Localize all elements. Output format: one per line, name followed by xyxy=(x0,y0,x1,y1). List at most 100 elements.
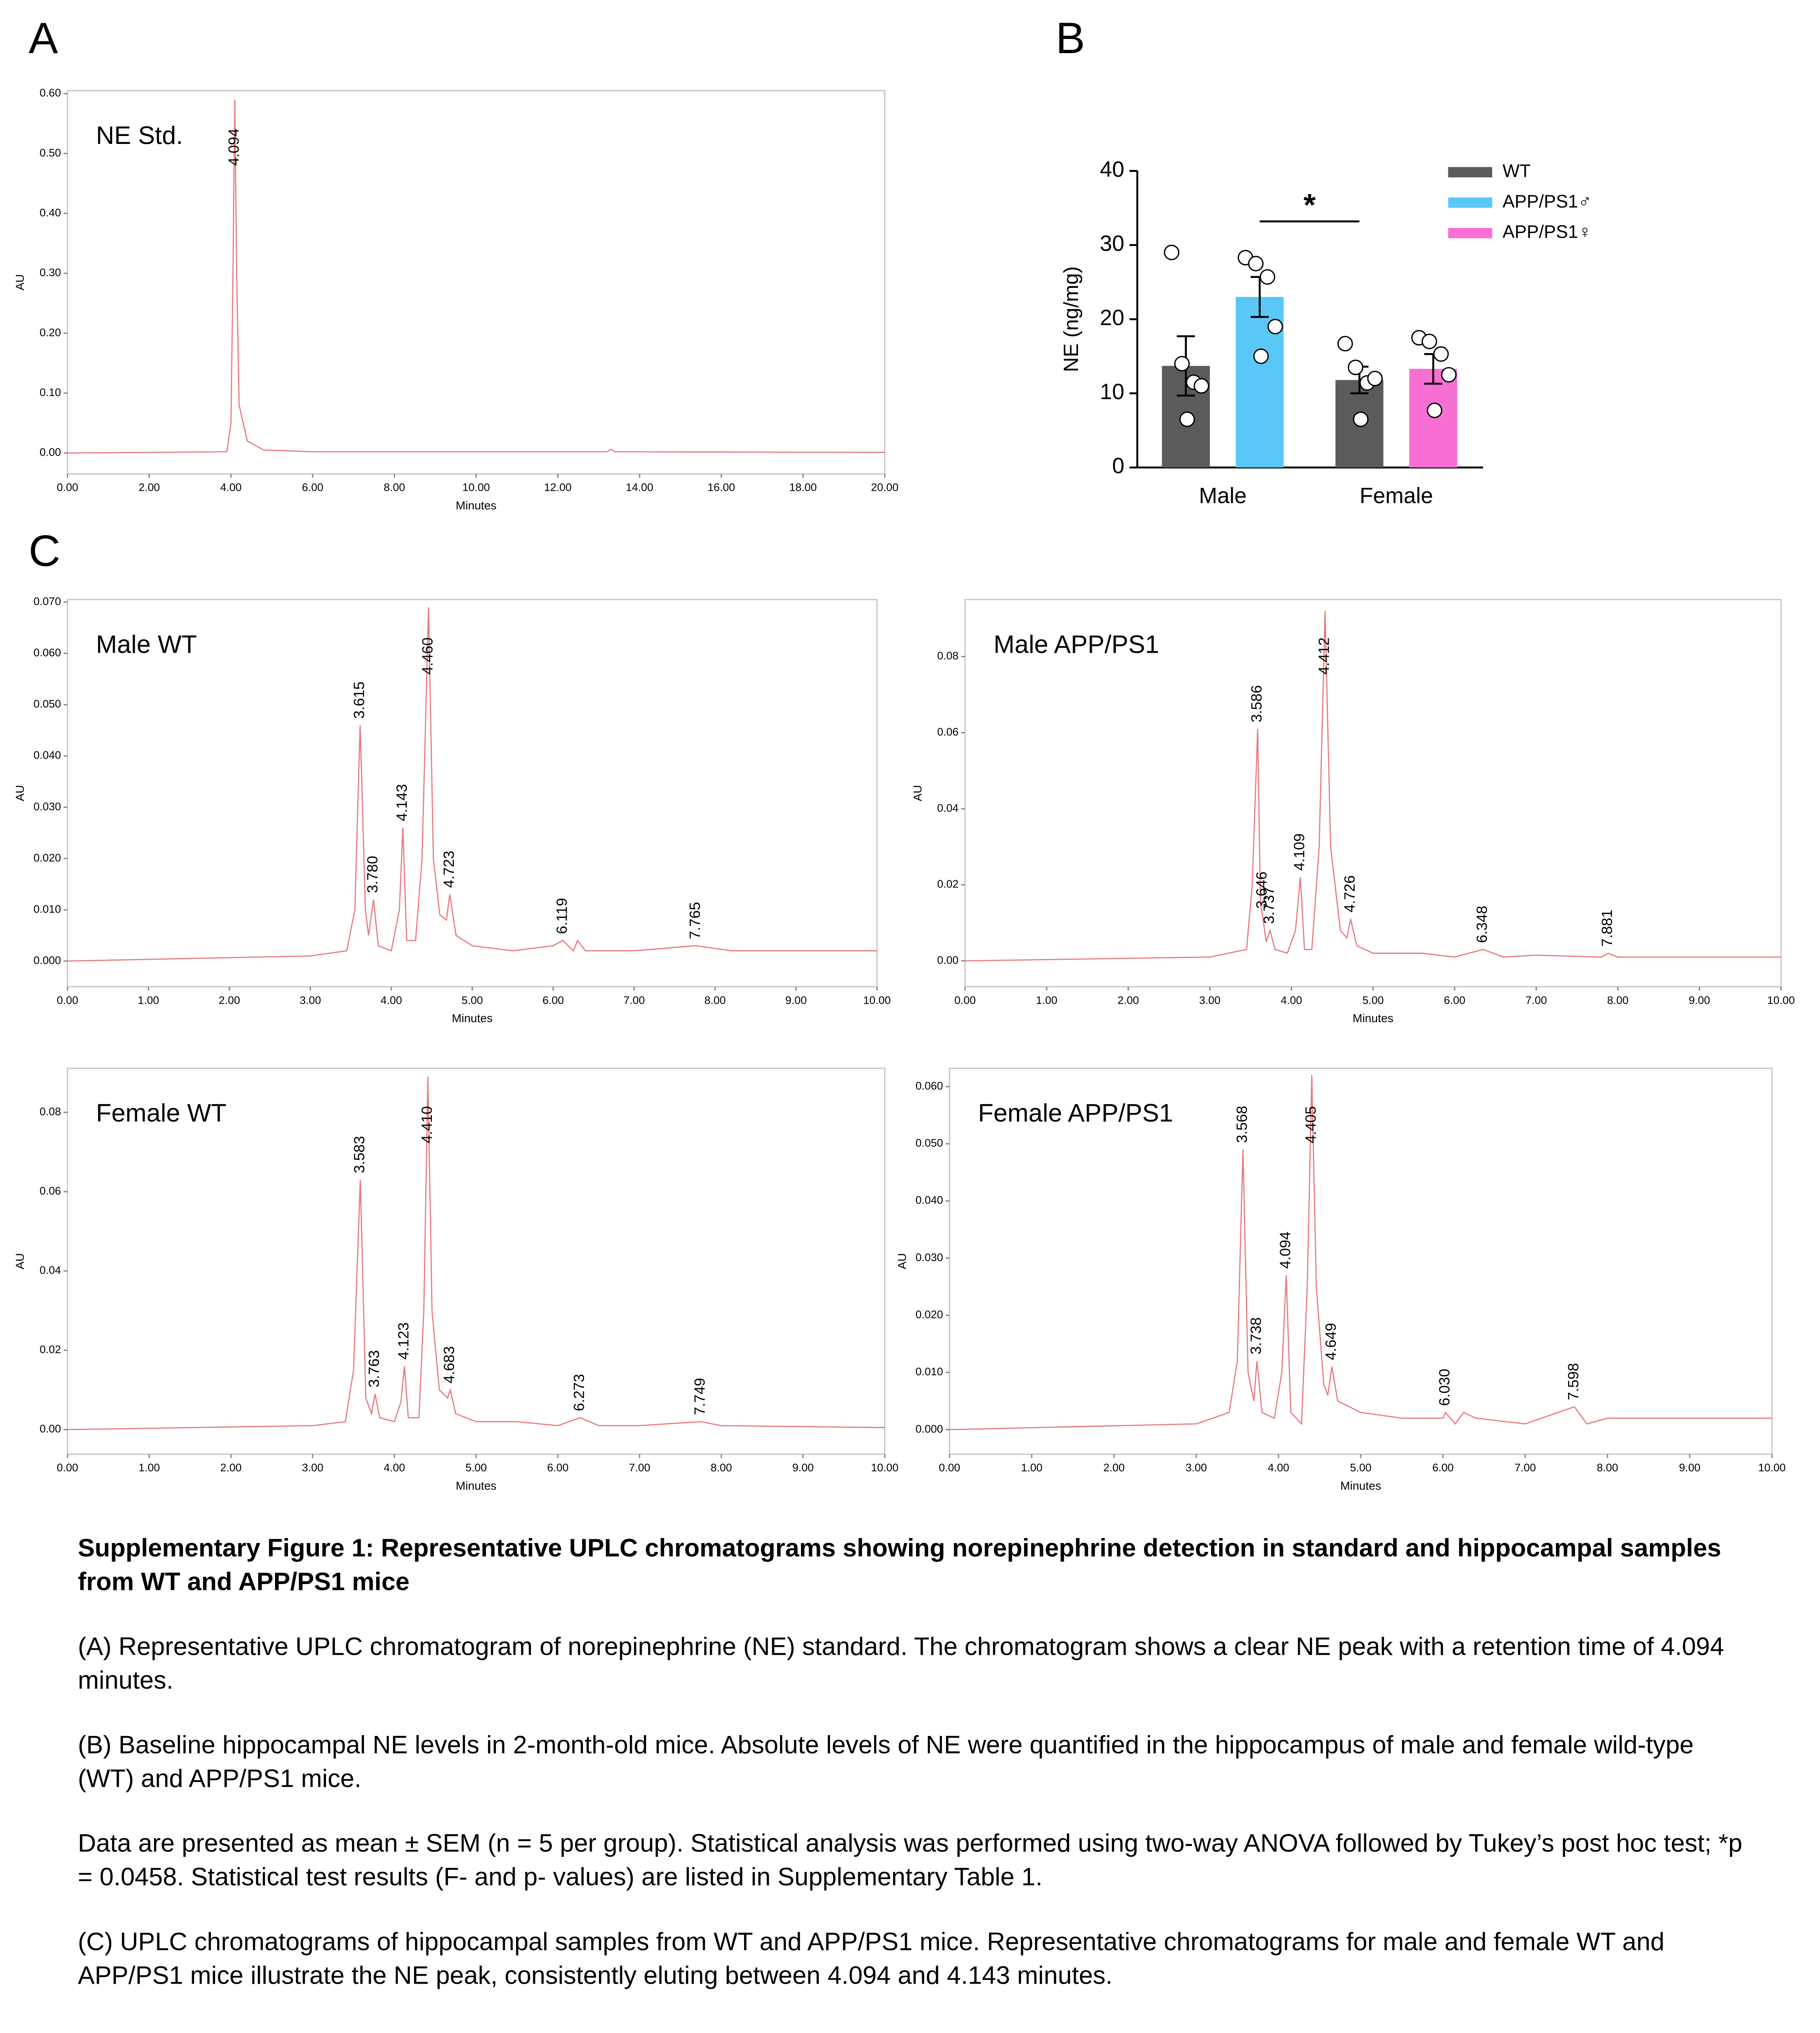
y-tick-label: 20 xyxy=(1100,305,1124,330)
x-tick-label: 2.00 xyxy=(139,481,160,494)
y-tick-label: 0.20 xyxy=(40,326,61,338)
peak-label: 3.583 xyxy=(351,1136,367,1173)
legend-label: APP/PS1♀ xyxy=(1502,222,1592,242)
data-point xyxy=(1164,244,1180,260)
trace xyxy=(67,1077,885,1431)
data-point xyxy=(1267,319,1283,335)
y-tick-label: 0.08 xyxy=(40,1105,61,1118)
peak-label: 7.765 xyxy=(687,902,703,939)
peak-label: 4.405 xyxy=(1302,1106,1319,1143)
x-tick-label: 4.00 xyxy=(1268,1461,1289,1474)
y-tick-label: 0.60 xyxy=(40,87,61,99)
y-tick-label: 0.06 xyxy=(937,726,958,738)
peak-label: 6.030 xyxy=(1436,1369,1453,1406)
y-tick-label: 0.02 xyxy=(937,878,958,890)
y-tick-label: 0.020 xyxy=(916,1308,943,1321)
y-tick-label: 0.030 xyxy=(33,800,61,813)
x-tick-label: 1.00 xyxy=(1021,1461,1042,1474)
data-point xyxy=(1260,269,1276,285)
peak-label: 6.273 xyxy=(571,1374,588,1411)
x-tick-label: 0.00 xyxy=(939,1461,960,1474)
y-tick-label: 0.050 xyxy=(916,1137,943,1149)
legend-label: APP/PS1♂ xyxy=(1502,192,1592,212)
x-tick-label: 10.00 xyxy=(1767,994,1795,1006)
peak-label: 3.738 xyxy=(1248,1317,1264,1354)
panel-label: A xyxy=(28,14,58,63)
x-tick-label: 6.00 xyxy=(302,481,323,494)
trace xyxy=(949,1075,1772,1431)
x-tick-label: 8.00 xyxy=(1607,994,1628,1006)
x-tick-label: 1.00 xyxy=(138,994,159,1006)
peak-label: 6.348 xyxy=(1473,906,1490,943)
peak-label: 4.094 xyxy=(225,128,242,166)
y-tick-label: 0.04 xyxy=(937,802,958,814)
x-tick-label: 9.00 xyxy=(1689,994,1710,1006)
y-axis-label: AU xyxy=(13,1253,26,1269)
y-tick-label: 0.10 xyxy=(40,386,61,398)
chart-title: Female APP/PS1 xyxy=(978,1099,1173,1127)
chart-title: Male APP/PS1 xyxy=(993,630,1159,658)
y-tick-label: 0.02 xyxy=(40,1343,61,1356)
y-axis-label: AU xyxy=(896,1253,909,1269)
legend-swatch xyxy=(1448,228,1492,238)
x-tick-label: 2.00 xyxy=(219,994,240,1006)
peak-label: 4.109 xyxy=(1291,833,1308,871)
x-tick-label: 5.00 xyxy=(1350,1461,1371,1474)
x-axis-label: Minutes xyxy=(1340,1479,1381,1492)
x-tick-label: Female xyxy=(1360,483,1433,508)
x-axis-label: Minutes xyxy=(456,1479,497,1492)
y-tick-label: 0.40 xyxy=(40,206,61,219)
data-point xyxy=(1441,367,1457,383)
x-tick-label: 7.00 xyxy=(1525,994,1547,1006)
data-point xyxy=(1194,378,1209,394)
x-tick-label: 6.00 xyxy=(547,1461,568,1474)
peak-label: 3.646 xyxy=(1253,872,1270,909)
caption-paragraph: (B) Baseline hippocampal NE levels in 2-… xyxy=(78,1731,1694,1794)
x-tick-label: 16.00 xyxy=(708,481,735,494)
x-tick-label: 4.00 xyxy=(1281,994,1302,1006)
peak-label: 7.881 xyxy=(1599,910,1615,947)
x-tick-label: 2.00 xyxy=(1117,994,1139,1006)
x-tick-label: 8.00 xyxy=(711,1461,732,1474)
x-tick-label: 9.00 xyxy=(786,994,807,1006)
x-tick-label: 0.00 xyxy=(57,994,78,1006)
caption-paragraph: (A) Representative UPLC chromatogram of … xyxy=(78,1633,1724,1695)
y-tick-label: 0.040 xyxy=(33,749,61,761)
caption-title: Supplementary Figure 1: Representative U… xyxy=(78,1534,1721,1597)
y-tick-label: 0.010 xyxy=(916,1365,943,1378)
data-point xyxy=(1367,371,1383,387)
data-point xyxy=(1348,359,1363,375)
peak-label: 4.094 xyxy=(1277,1231,1294,1269)
x-tick-label: 3.00 xyxy=(1186,1461,1207,1474)
y-tick-label: 0.030 xyxy=(916,1251,943,1264)
peak-label: 3.737 xyxy=(1260,887,1277,924)
x-tick-label: 8.00 xyxy=(704,994,726,1006)
x-tick-label: 4.00 xyxy=(384,1461,405,1474)
caption: Supplementary Figure 1: Representative U… xyxy=(78,1532,1748,1993)
peak-label: 7.749 xyxy=(691,1378,708,1415)
x-tick-label: 0.00 xyxy=(57,1461,78,1474)
data-point xyxy=(1179,411,1195,427)
y-tick-label: 0.00 xyxy=(937,954,958,966)
x-tick-label: 0.00 xyxy=(954,994,975,1006)
panel-label: B xyxy=(1056,14,1085,63)
significance-label: * xyxy=(1304,187,1316,222)
caption-paragraph: (C) UPLC chromatograms of hippocampal sa… xyxy=(78,1928,1665,1990)
peak-label: 4.726 xyxy=(1341,875,1358,913)
y-tick-label: 0.000 xyxy=(916,1423,943,1435)
x-tick-label: 6.00 xyxy=(1432,1461,1453,1474)
data-point xyxy=(1337,336,1353,351)
x-tick-label: 3.00 xyxy=(302,1461,323,1474)
peak-label: 4.123 xyxy=(395,1323,412,1360)
x-tick-label: 10.00 xyxy=(871,1461,898,1474)
y-tick-label: 0.00 xyxy=(40,1423,61,1435)
y-tick-label: 0.050 xyxy=(33,697,61,710)
peak-label: 3.615 xyxy=(351,682,367,719)
x-tick-label: 3.00 xyxy=(1199,994,1220,1006)
x-tick-label: 10.00 xyxy=(863,994,891,1006)
peak-label: 7.598 xyxy=(1565,1363,1581,1400)
x-tick-label: 5.00 xyxy=(462,994,483,1006)
y-axis-label: AU xyxy=(13,274,26,290)
